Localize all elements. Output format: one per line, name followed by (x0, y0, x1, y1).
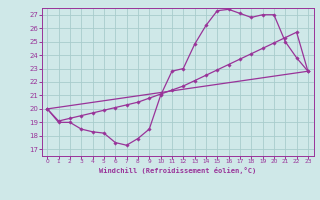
X-axis label: Windchill (Refroidissement éolien,°C): Windchill (Refroidissement éolien,°C) (99, 167, 256, 174)
